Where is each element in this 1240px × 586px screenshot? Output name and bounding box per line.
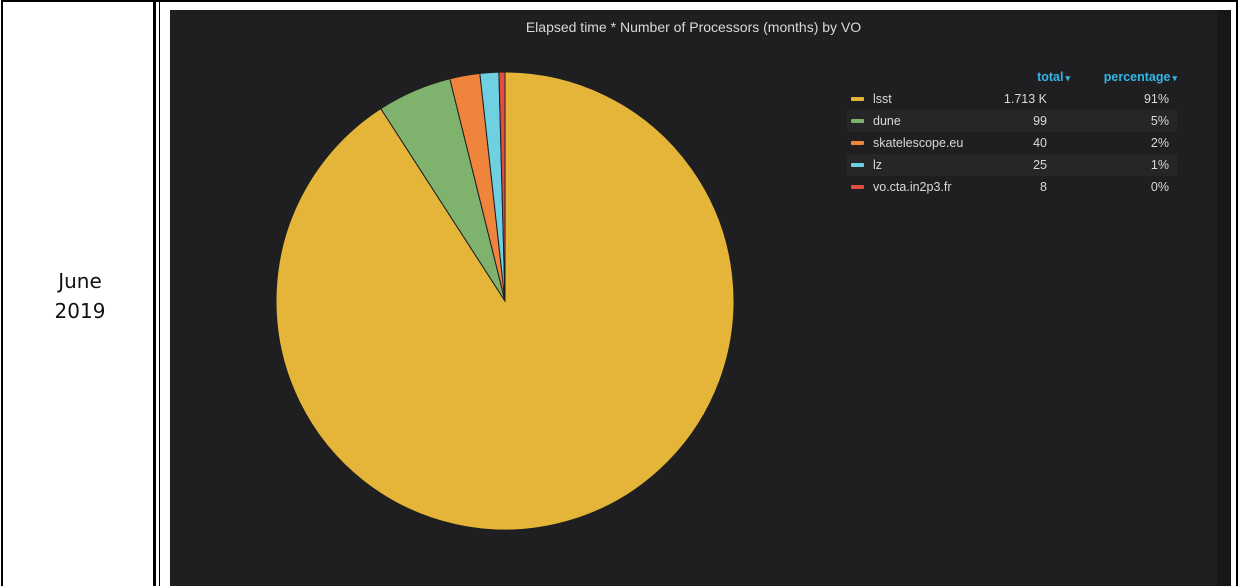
pie-slice-vo-cta-in2p3-fr[interactable] — [498, 71, 506, 302]
series-color-swatch — [851, 119, 864, 123]
legend-item-name: dune — [873, 114, 901, 128]
pie-chart — [275, 71, 735, 531]
sort-percentage-header[interactable]: percentage ▾ — [1104, 70, 1177, 84]
table-border-right — [1236, 0, 1238, 586]
legend-item-total: 25 — [1033, 158, 1047, 172]
legend-item[interactable]: vo.cta.in2p3.fr 8 0% — [847, 176, 1177, 198]
legend-item-percentage: 91% — [1143, 92, 1169, 106]
legend-item[interactable]: dune 99 5% — [847, 110, 1177, 132]
legend-header: total ▾ percentage ▾ — [847, 66, 1177, 88]
year-label: 2019 — [54, 299, 106, 323]
legend-item-total: 99 — [1033, 114, 1047, 128]
legend-item-total: 8 — [1040, 180, 1047, 194]
caret-down-icon: ▾ — [1172, 73, 1177, 83]
chart-panel: Elapsed time * Number of Processors (mon… — [170, 10, 1217, 586]
legend-item-name: vo.cta.in2p3.fr — [873, 180, 952, 194]
legend-rows: lsst 1.713 K 91% dune 99 5% skatelescope.eu 40 2… — [847, 88, 1177, 198]
month-label: June — [58, 269, 102, 293]
legend: total ▾ percentage ▾ lsst 1.713 K 91% dune 99 5… — [847, 66, 1177, 198]
legend-item[interactable]: skatelescope.eu 40 2% — [847, 132, 1177, 154]
sort-total-header[interactable]: total ▾ — [1037, 70, 1070, 84]
panel-title: Elapsed time * Number of Processors (mon… — [525, 19, 862, 35]
table-cell-divider — [153, 0, 156, 586]
legend-item-name: skatelescope.eu — [873, 136, 964, 150]
legend-item-name: lsst — [873, 92, 892, 106]
legend-item[interactable]: lsst 1.713 K 91% — [847, 88, 1177, 110]
series-color-swatch — [851, 97, 864, 101]
series-color-swatch — [851, 185, 864, 189]
legend-item-total: 40 — [1033, 136, 1047, 150]
series-color-swatch — [851, 141, 864, 145]
legend-item-total: 1.713 K — [1003, 92, 1047, 106]
date-cell: June 2019 — [20, 266, 140, 326]
total-header-label: total — [1037, 70, 1064, 84]
legend-item-percentage: 2% — [1150, 136, 1169, 150]
legend-item[interactable]: lz 25 1% — [847, 154, 1177, 176]
legend-item-percentage: 5% — [1150, 114, 1169, 128]
series-color-swatch — [851, 163, 864, 167]
table-border-left — [1, 0, 3, 586]
panel-edge-strip — [1217, 10, 1231, 586]
table-border-top — [1, 0, 1238, 2]
legend-item-percentage: 1% — [1150, 158, 1169, 172]
table-cell-divider-inner — [159, 0, 160, 586]
legend-item-name: lz — [873, 158, 883, 172]
percentage-header-label: percentage — [1103, 70, 1171, 84]
legend-item-percentage: 0% — [1150, 180, 1169, 194]
caret-down-icon: ▾ — [1065, 73, 1070, 83]
